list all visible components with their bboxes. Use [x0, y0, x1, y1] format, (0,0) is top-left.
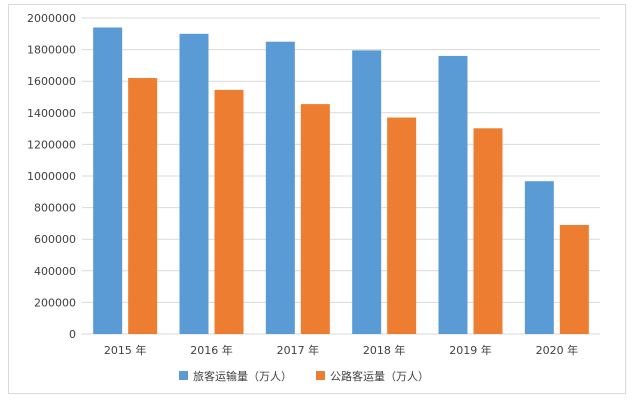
x-tick-label: 2015 年 — [104, 343, 147, 357]
bar-highway-passenger-5 — [559, 224, 589, 334]
y-tick-label: 200000 — [34, 296, 76, 309]
bar-passenger-transport-4 — [438, 55, 468, 335]
y-tick-label: 1000000 — [27, 170, 76, 183]
bar-passenger-transport-3 — [352, 50, 382, 334]
y-tick-label: 400000 — [34, 265, 76, 278]
bar-highway-passenger-1 — [214, 89, 244, 334]
y-axis-ticks: 0 200000 400000 600000 800000 1000000 1200000 1… — [27, 12, 76, 341]
bar-highway-passenger-4 — [473, 128, 503, 334]
x-tick-label: 2020 年 — [536, 343, 579, 357]
gridlines — [82, 17, 600, 335]
bar-highway-passenger-0 — [128, 78, 158, 334]
y-tick-label: 800000 — [34, 202, 76, 215]
y-tick-label: 1600000 — [27, 75, 76, 88]
legend-label: 公路客运量（万人） — [330, 369, 429, 383]
legend-label: 旅客运输量（万人） — [193, 369, 292, 383]
y-tick-label: 2000000 — [27, 12, 76, 25]
y-tick-label: 0 — [69, 328, 76, 341]
legend-swatch — [179, 371, 188, 380]
x-tick-label: 2019 年 — [449, 343, 492, 357]
x-tick-label: 2016 年 — [190, 343, 233, 357]
bar-highway-passenger-3 — [387, 117, 417, 334]
bar-passenger-transport-0 — [93, 27, 123, 334]
y-tick-label: 1800000 — [27, 44, 76, 57]
y-tick-label: 1400000 — [27, 107, 76, 120]
x-axis-ticks: 2015 年 2016 年 2017 年 2018 年 2019 年 2020 年 — [104, 343, 578, 357]
x-tick-label: 2017 年 — [277, 343, 320, 357]
bar-highway-passenger-2 — [300, 104, 330, 334]
x-tick-label: 2018 年 — [363, 343, 406, 357]
y-tick-label: 1200000 — [27, 138, 76, 151]
bars — [93, 27, 589, 335]
y-tick-label: 600000 — [34, 233, 76, 246]
bar-passenger-transport-2 — [265, 41, 295, 334]
bar-passenger-transport-1 — [179, 33, 209, 335]
legend: 旅客运输量（万人） 公路客运量（万人） — [179, 369, 429, 383]
bar-passenger-transport-5 — [524, 181, 554, 334]
legend-swatch — [316, 371, 325, 380]
